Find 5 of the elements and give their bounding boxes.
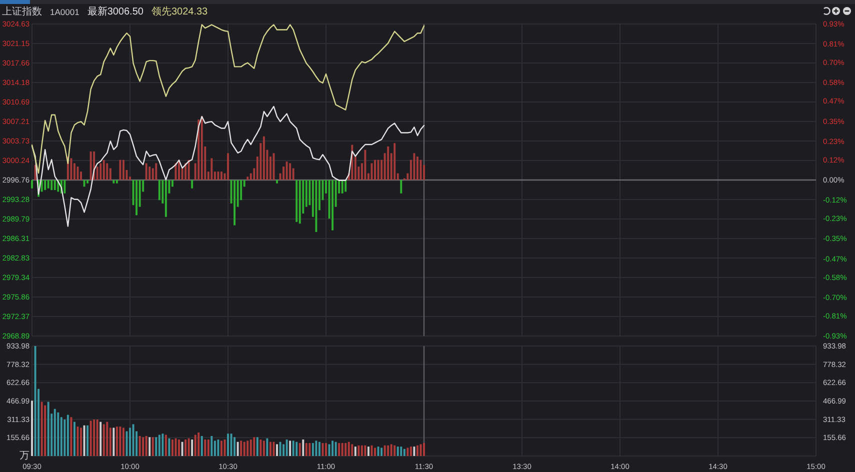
chart-subtitle: 1A0001 [50, 7, 80, 17]
series-label: 领先3024.33 [151, 6, 208, 18]
y-tick-label: 万 [20, 450, 30, 462]
chart-title: 上证指数 [2, 6, 42, 18]
text: 最新3006.50 [87, 6, 144, 18]
